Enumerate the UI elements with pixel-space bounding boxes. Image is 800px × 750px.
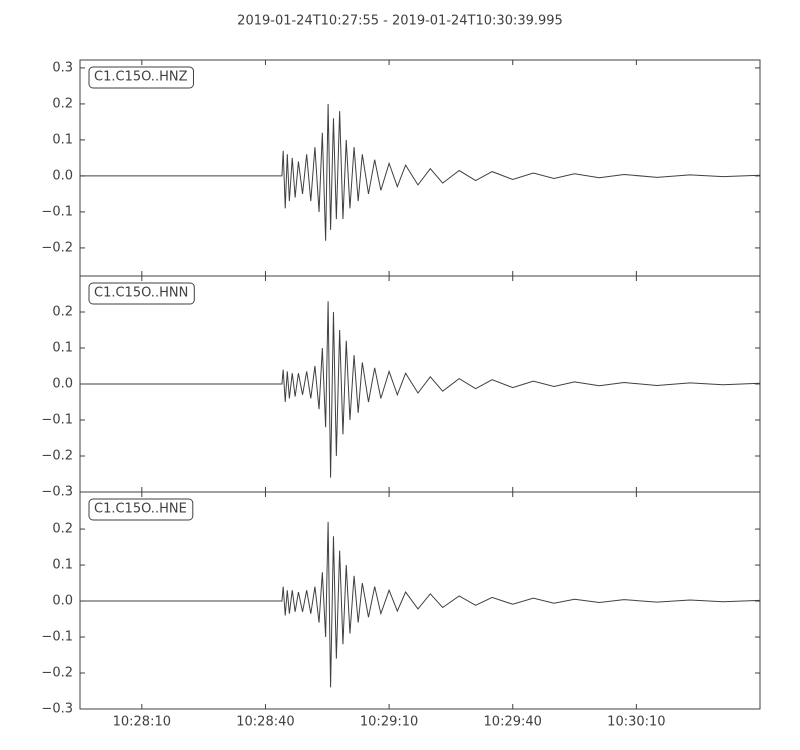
y-tick-label: 0.2 <box>52 305 73 320</box>
chart-title: 2019-01-24T10:27:55 - 2019-01-24T10:30:3… <box>237 14 563 29</box>
x-tick-label: 10:29:10 <box>360 715 418 730</box>
y-tick-label: −0.2 <box>41 666 73 681</box>
y-tick-label: −0.2 <box>41 240 73 255</box>
trace-label: C1.C15O..HNZ <box>94 70 188 85</box>
y-tick-label: −0.1 <box>41 413 73 428</box>
y-tick-label: 0.0 <box>52 168 73 183</box>
plot-area <box>80 103 760 241</box>
y-tick-label: −0.3 <box>41 485 73 500</box>
waveform <box>80 301 760 478</box>
trace-label: C1.C15O..HNN <box>94 286 188 301</box>
y-tick-label: 0.0 <box>52 594 73 609</box>
y-tick-label: −0.2 <box>41 449 73 464</box>
x-tick-label: 10:30:10 <box>607 715 665 730</box>
plot-area <box>80 521 760 688</box>
x-tick-label: 10:28:40 <box>236 715 294 730</box>
y-tick-label: 0.1 <box>52 132 73 147</box>
waveform <box>80 103 760 241</box>
y-tick-label: −0.1 <box>41 630 73 645</box>
y-tick-label: 0.1 <box>52 558 73 573</box>
y-tick-label: 0.2 <box>52 522 73 537</box>
x-tick-label: 10:29:40 <box>484 715 542 730</box>
trace-label: C1.C15O..HNE <box>94 502 187 517</box>
y-tick-label: 0.1 <box>52 341 73 356</box>
trace-label-box <box>88 282 195 305</box>
y-tick-label: 0.0 <box>52 377 73 392</box>
y-tick-label: 0.2 <box>52 96 73 111</box>
trace-label-box <box>88 66 194 89</box>
waveform <box>80 521 760 688</box>
plot-area <box>80 301 760 478</box>
y-tick-label: −0.1 <box>41 204 73 219</box>
y-tick-label: −0.3 <box>41 702 73 717</box>
trace-label-box <box>88 498 194 521</box>
axes-frame <box>79 491 761 710</box>
y-tick-label: 0.3 <box>52 60 73 75</box>
x-tick-label: 10:28:10 <box>113 715 171 730</box>
